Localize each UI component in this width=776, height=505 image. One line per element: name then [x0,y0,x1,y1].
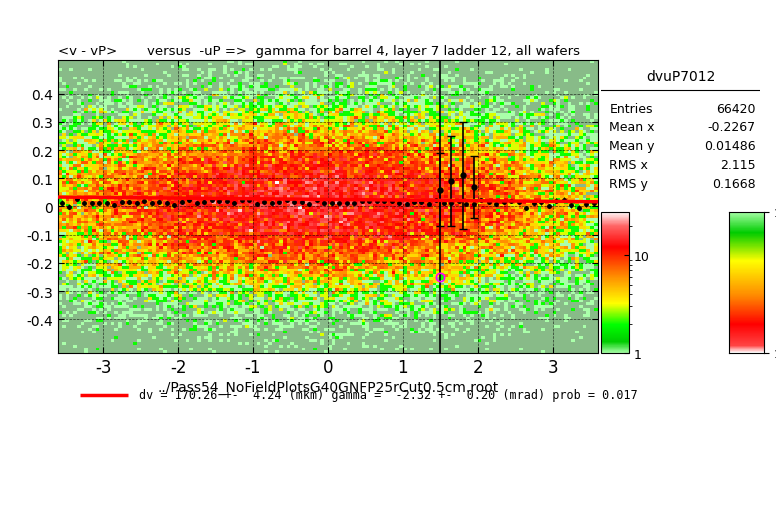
Text: 0.01486: 0.01486 [704,140,756,153]
Text: RMS x: RMS x [609,159,648,172]
Text: RMS y: RMS y [609,177,648,190]
Text: 2.115: 2.115 [720,159,756,172]
Text: dvuP7012: dvuP7012 [646,70,715,84]
Text: Entries: Entries [609,103,653,116]
X-axis label: ../Pass54_NoFieldPlotsG40GNFP25rCut0.5cm.root: ../Pass54_NoFieldPlotsG40GNFP25rCut0.5cm… [158,380,498,394]
Text: <v - vP>       versus  -uP =>  gamma for barrel 4, layer 7 ladder 12, all wafers: <v - vP> versus -uP => gamma for barrel … [58,45,580,58]
Text: 66420: 66420 [716,103,756,116]
Text: 0.1668: 0.1668 [712,177,756,190]
Text: dv = 170.26 +-  4.24 (mkm) gamma =  -2.32 +-  0.20 (mrad) prob = 0.017: dv = 170.26 +- 4.24 (mkm) gamma = -2.32 … [139,389,638,401]
Text: Mean x: Mean x [609,121,655,134]
Text: -0.2267: -0.2267 [708,121,756,134]
Text: Mean y: Mean y [609,140,655,153]
